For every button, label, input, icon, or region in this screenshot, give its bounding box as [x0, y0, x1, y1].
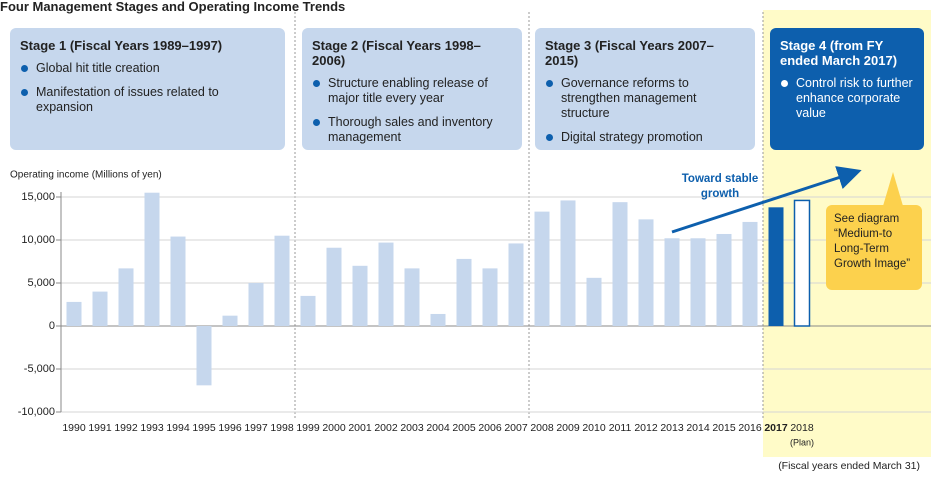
x-tick-label: 1992 [114, 422, 138, 434]
x-tick-label: 2007 [504, 422, 528, 434]
stage-title: Stage 4 (from FY ended March 2017) [780, 38, 898, 68]
bar [404, 268, 420, 326]
stage-title: Stage 2 (Fiscal Years 1998–2006) [312, 38, 481, 68]
bar [638, 219, 654, 326]
x-tick-label: 2009 [556, 422, 580, 434]
bar [534, 211, 550, 326]
x-tick-label: 2013 [660, 422, 684, 434]
stage-bullets: Global hit title creation Manifestation o… [20, 61, 275, 115]
x-tick-label: 2004 [426, 422, 450, 434]
bar [690, 238, 706, 326]
x-tick-label: 2003 [400, 422, 424, 434]
x-tick-label: 1990 [62, 422, 86, 434]
y-tick-label: 0 [49, 320, 55, 332]
bar [118, 268, 134, 326]
stage-bullet: Digital strategy promotion [546, 130, 745, 145]
x-tick-label: 2018 [790, 422, 814, 434]
bar [716, 233, 732, 326]
x-tick-label: 2012 [634, 422, 658, 434]
bar [586, 277, 602, 326]
y-tick-label: -10,000 [18, 406, 55, 418]
bar [274, 235, 290, 326]
bar [248, 283, 264, 326]
bar [793, 199, 811, 327]
x-tick-label: 2011 [609, 422, 632, 434]
x-tick-label: 1991 [88, 422, 112, 434]
plan-label: (Plan) [790, 437, 814, 447]
bar [482, 268, 498, 326]
stage-box: Stage 4 (from FY ended March 2017) Contro… [770, 28, 924, 150]
y-tick-label: 10,000 [21, 234, 55, 246]
bar [170, 236, 186, 326]
bar [612, 202, 628, 326]
bar [300, 295, 316, 326]
x-tick-label: 2000 [322, 422, 346, 434]
trend-label-box: Toward stable growth [681, 173, 759, 200]
stage-bullet: Thorough sales and inventory management [313, 115, 512, 145]
trend-arrow [671, 166, 862, 234]
y-axis-label: Operating income (Millions of yen) [10, 170, 162, 181]
bar [196, 326, 212, 386]
bar [144, 192, 160, 326]
bar [92, 291, 108, 326]
footnote: (Fiscal years ended March 31) [778, 460, 920, 472]
bar [664, 238, 680, 326]
bar [430, 313, 446, 326]
stage-box: Stage 3 (Fiscal Years 2007–2015) Governan… [535, 28, 755, 150]
bar [742, 221, 758, 326]
stage-bullets: Control risk to further enhance corporat… [780, 76, 914, 121]
x-tick-label: 1999 [296, 422, 320, 434]
x-tick-label: 2010 [582, 422, 606, 434]
x-tick-label: 1998 [270, 422, 294, 434]
bar [352, 265, 368, 326]
x-tick-label: 2005 [452, 422, 476, 434]
stage-bullet: Structure enabling release of major titl… [313, 76, 512, 106]
x-tick-label: 2006 [478, 422, 502, 434]
stage-bullet: Governance reforms to strengthen managem… [546, 76, 745, 121]
x-tick-label: 2014 [686, 422, 710, 434]
stage-bullet: Control risk to further enhance corporat… [781, 76, 913, 120]
bar [378, 242, 394, 326]
x-tick-label: 1993 [140, 422, 164, 434]
x-tick-label: 1995 [192, 422, 216, 434]
x-tick-label: 1994 [166, 422, 190, 434]
bar [560, 200, 576, 326]
callout: See diagram “Medium-to Long-Term Growth … [826, 205, 922, 290]
bar [456, 258, 472, 326]
stage-box: Stage 1 (Fiscal Years 1989–1997) Global h… [10, 28, 285, 150]
bar [508, 243, 524, 326]
callout-pointer [883, 172, 903, 206]
bar [222, 315, 238, 326]
y-tick-label: -5,000 [24, 363, 55, 375]
x-tick-label: 2016 [738, 422, 762, 434]
x-tick-label: 2008 [530, 422, 554, 434]
stage-bullets: Structure enabling release of major titl… [312, 76, 512, 145]
x-tick-label: 2002 [374, 422, 398, 434]
y-tick-label: 15,000 [21, 191, 55, 203]
stage-bullet: Manifestation of issues related to expan… [21, 85, 275, 115]
stage-title: Stage 3 (Fiscal Years 2007–2015) [545, 38, 714, 68]
x-tick-label: 1996 [218, 422, 242, 434]
x-tick-label: 2015 [712, 422, 736, 434]
stage-box: Stage 2 (Fiscal Years 1998–2006) Structur… [302, 28, 522, 150]
x-tick-label: 1997 [244, 422, 268, 434]
page-title: Four Management Stages and Operating Inc… [0, 0, 346, 14]
trend-label: Toward stable growth [681, 173, 759, 200]
x-tick-label: 2001 [348, 422, 372, 434]
x-tick-label: 2017 [764, 422, 788, 434]
bar [66, 301, 82, 326]
stage-title: Stage 1 (Fiscal Years 1989–1997) [20, 38, 223, 53]
y-tick-label: 5,000 [27, 277, 55, 289]
stage-bullets: Governance reforms to strengthen managem… [545, 76, 745, 145]
bar [326, 247, 342, 326]
stage-bullet: Global hit title creation [21, 61, 275, 76]
bar [768, 207, 784, 326]
